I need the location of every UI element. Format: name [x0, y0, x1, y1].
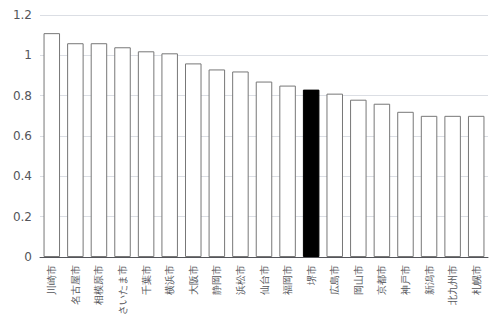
svg-text:0.8: 0.8 — [13, 89, 32, 103]
svg-text:京都市: 京都市 — [376, 265, 387, 295]
svg-text:北九州市: 北九州市 — [447, 265, 458, 305]
svg-text:仙台市: 仙台市 — [259, 265, 270, 295]
svg-text:横浜市: 横浜市 — [164, 265, 175, 295]
svg-text:0.2: 0.2 — [13, 210, 32, 224]
svg-text:0: 0 — [24, 250, 32, 264]
svg-text:札幌市: 札幌市 — [471, 265, 482, 295]
svg-text:川崎市: 川崎市 — [46, 265, 57, 295]
svg-text:静岡市: 静岡市 — [211, 265, 222, 295]
svg-text:福岡市: 福岡市 — [282, 265, 293, 295]
svg-text:0.4: 0.4 — [13, 169, 32, 183]
svg-text:新潟市: 新潟市 — [424, 265, 435, 295]
svg-text:相模原市: 相模原市 — [93, 265, 104, 305]
svg-text:広島市: 広島市 — [329, 265, 340, 295]
svg-text:名古屋市: 名古屋市 — [70, 265, 81, 305]
svg-text:神戸市: 神戸市 — [400, 265, 411, 295]
svg-text:岡山市: 岡山市 — [353, 265, 364, 295]
svg-text:千葉市: 千葉市 — [141, 265, 152, 295]
svg-text:浜松市: 浜松市 — [235, 265, 246, 295]
svg-text:大阪市: 大阪市 — [188, 265, 199, 295]
svg-text:さいたま市: さいたま市 — [117, 265, 128, 315]
svg-text:堺市: 堺市 — [306, 265, 317, 286]
svg-text:1: 1 — [24, 48, 32, 62]
svg-text:0.6: 0.6 — [13, 129, 32, 143]
svg-text:1.2: 1.2 — [13, 8, 32, 22]
